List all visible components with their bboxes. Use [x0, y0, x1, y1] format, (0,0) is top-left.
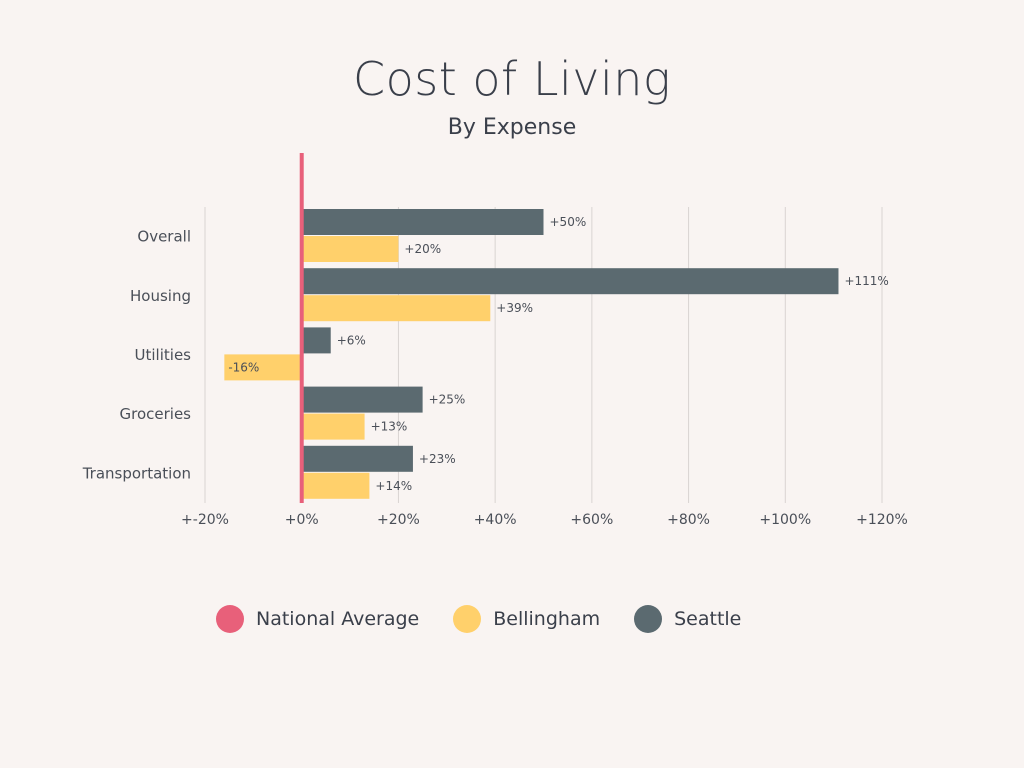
data-label: -16%: [228, 360, 259, 374]
legend-item-bellingham: Bellingham: [453, 605, 600, 633]
legend-swatch-national-average: [216, 605, 244, 633]
x-tick-label: +80%: [667, 512, 710, 528]
x-tick-label: +120%: [856, 512, 908, 528]
data-label: +25%: [429, 393, 466, 407]
x-tick-label: +0%: [285, 512, 319, 528]
legend-item-seattle: Seattle: [634, 605, 741, 633]
data-label: +20%: [404, 242, 441, 256]
legend-swatch-seattle: [634, 605, 663, 633]
category-label: Utilities: [135, 346, 192, 364]
chart-subtitle: By Expense: [447, 115, 577, 140]
data-label: +14%: [375, 479, 412, 493]
x-tick-label: +-20%: [181, 512, 229, 528]
x-tick-label: +20%: [377, 512, 420, 528]
legend-item-national-average: National Average: [216, 605, 419, 633]
x-tick-label: +100%: [759, 512, 811, 528]
data-label: +6%: [337, 333, 366, 347]
bar-seattle: [301, 386, 423, 413]
bar-bellingham: [301, 295, 491, 322]
x-tick-label: +40%: [474, 512, 517, 528]
data-label: +39%: [496, 301, 533, 315]
category-label: Groceries: [120, 405, 192, 423]
legend: National Average Bellingham Seattle: [216, 604, 775, 634]
bar-bellingham: [224, 354, 302, 381]
bar-seattle: [301, 327, 331, 354]
x-tick-label: +60%: [570, 512, 613, 528]
bar-seattle: [301, 268, 839, 295]
bar-bellingham: [301, 413, 365, 440]
chart-title: Cost of Living: [352, 52, 672, 106]
category-label: Overall: [137, 228, 191, 246]
legend-label: Bellingham: [493, 608, 601, 630]
data-label: +111%: [844, 274, 888, 288]
bar-seattle: [301, 445, 413, 472]
data-label: +23%: [419, 452, 456, 466]
legend-swatch-bellingham: [453, 605, 482, 633]
category-label: Housing: [130, 287, 191, 305]
data-label: +13%: [371, 420, 408, 434]
bar-seattle: [301, 209, 544, 235]
data-label: +50%: [550, 215, 587, 229]
category-label: Transportation: [82, 464, 191, 482]
legend-label: Seattle: [674, 608, 742, 630]
bar-bellingham: [301, 472, 370, 499]
legend-label: National Average: [256, 608, 420, 630]
bar-bellingham: [301, 236, 399, 262]
